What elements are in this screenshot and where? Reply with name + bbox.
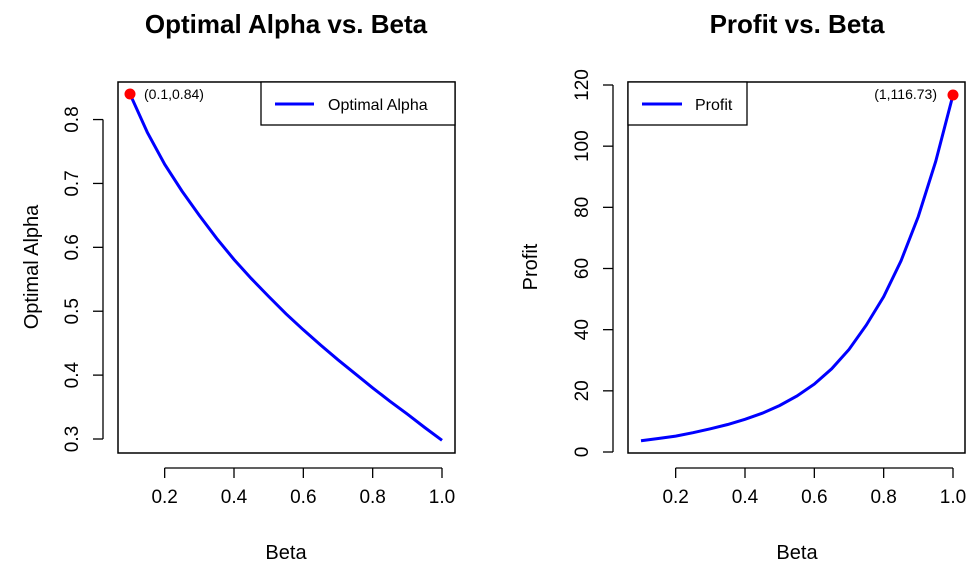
profit-highlight-label: (1,116.73) bbox=[874, 86, 937, 102]
profit-y-tick-label: 100 bbox=[572, 130, 593, 162]
alpha-x-tick-label: 1.0 bbox=[429, 487, 455, 508]
profit-y-axis-label: Profit bbox=[520, 243, 542, 290]
profit-y-tick-label: 80 bbox=[572, 197, 593, 218]
profit-x-tick-label: 0.2 bbox=[662, 487, 688, 508]
profit-y-tick-label: 20 bbox=[572, 380, 593, 401]
alpha-x-tick-label: 0.2 bbox=[151, 487, 177, 508]
profit-chart-title: Profit vs. Beta bbox=[710, 9, 885, 39]
alpha-y-tick-label: 0.8 bbox=[62, 106, 83, 132]
profit-legend-label: Profit bbox=[695, 97, 733, 114]
alpha-panel: Optimal Alpha vs. Beta 0.2 0.4 0.6 0.8 1.0 0… bbox=[21, 9, 456, 564]
profit-highlight-point bbox=[947, 89, 959, 101]
profit-x-axis-label: Beta bbox=[776, 542, 818, 564]
profit-plot-frame bbox=[627, 81, 966, 454]
profit-legend: Profit bbox=[627, 81, 748, 126]
profit-y-tick-label: 0 bbox=[572, 447, 593, 458]
alpha-y-tick-label: 0.7 bbox=[62, 170, 83, 196]
alpha-plot-frame bbox=[117, 81, 456, 454]
profit-x-axis: 0.2 0.4 0.6 0.8 1.0 bbox=[662, 467, 966, 508]
alpha-y-tick-label: 0.5 bbox=[62, 298, 83, 324]
profit-legend-box bbox=[627, 81, 748, 126]
profit-series-line bbox=[640, 94, 955, 443]
alpha-highlight-label: (0.1,0.84) bbox=[144, 86, 204, 102]
alpha-series-line bbox=[128, 93, 443, 442]
profit-y-tick-label: 40 bbox=[572, 319, 593, 340]
alpha-x-tick-label: 0.4 bbox=[221, 487, 248, 508]
alpha-chart-title: Optimal Alpha vs. Beta bbox=[145, 9, 428, 39]
profit-x-tick-label: 1.0 bbox=[940, 487, 966, 508]
profit-y-axis: 0 20 40 60 80 100 120 bbox=[572, 69, 614, 458]
profit-panel: Profit vs. Beta 0.2 0.4 0.6 0.8 1.0 0 20 40 60 8… bbox=[520, 9, 966, 564]
profit-y-tick-label: 120 bbox=[572, 69, 593, 101]
profit-x-tick-label: 0.8 bbox=[870, 487, 896, 508]
alpha-x-tick-label: 0.6 bbox=[290, 487, 316, 508]
alpha-y-tick-label: 0.6 bbox=[62, 234, 83, 260]
alpha-legend-label: Optimal Alpha bbox=[328, 97, 428, 114]
alpha-y-tick-label: 0.4 bbox=[62, 361, 83, 388]
alpha-y-axis: 0.3 0.4 0.5 0.6 0.7 0.8 bbox=[62, 106, 104, 452]
profit-y-tick-label: 60 bbox=[572, 258, 593, 279]
alpha-y-tick-label: 0.3 bbox=[62, 426, 83, 452]
profit-x-tick-label: 0.6 bbox=[801, 487, 827, 508]
alpha-highlight-point bbox=[124, 88, 136, 100]
alpha-x-tick-label: 0.8 bbox=[359, 487, 385, 508]
profit-x-tick-label: 0.4 bbox=[732, 487, 759, 508]
alpha-x-axis-label: Beta bbox=[265, 542, 307, 564]
alpha-x-axis: 0.2 0.4 0.6 0.8 1.0 bbox=[151, 467, 455, 508]
alpha-legend: Optimal Alpha bbox=[260, 81, 456, 126]
alpha-y-axis-label: Optimal Alpha bbox=[21, 204, 43, 329]
